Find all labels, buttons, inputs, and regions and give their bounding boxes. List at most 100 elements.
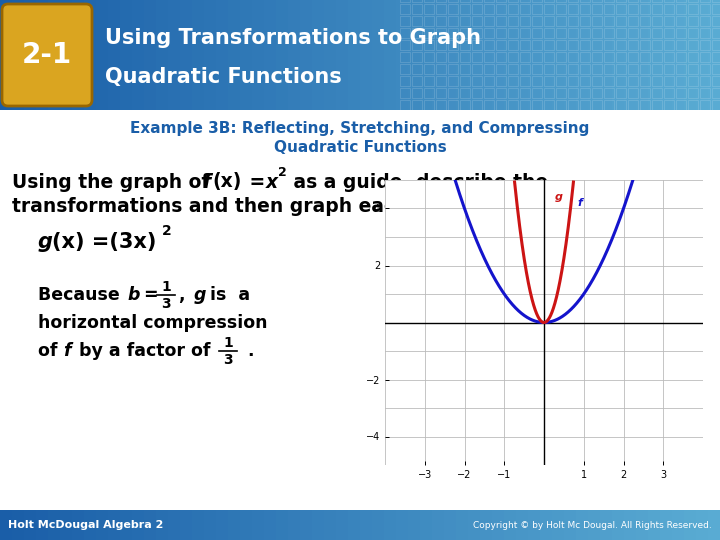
Bar [516, 0, 529, 110]
Bar [544, 28, 554, 38]
Bar [412, 64, 422, 74]
Bar [576, 0, 589, 110]
Bar [664, 0, 674, 2]
Bar [652, 88, 662, 98]
Bar [472, 16, 482, 26]
Bar [604, 4, 614, 14]
Bar [492, 0, 505, 110]
Bar [616, 28, 626, 38]
Bar [664, 88, 674, 98]
Bar [592, 64, 602, 74]
Bar [520, 40, 530, 50]
Bar [652, 64, 662, 74]
Bar [616, 64, 626, 74]
Text: (x) =(3x): (x) =(3x) [52, 232, 156, 252]
Bar [312, 0, 325, 110]
Bar [180, 510, 193, 540]
Bar [696, 510, 709, 540]
Bar [544, 4, 554, 14]
Bar [708, 510, 720, 540]
Bar [484, 4, 494, 14]
Bar [624, 510, 637, 540]
Bar [580, 28, 590, 38]
Bar [60, 0, 73, 110]
Bar [204, 0, 217, 110]
Bar [144, 0, 157, 110]
Text: Quadratic Functions: Quadratic Functions [274, 140, 446, 156]
Bar [460, 0, 470, 2]
Bar [400, 40, 410, 50]
Bar [520, 76, 530, 86]
Bar [636, 0, 649, 110]
Bar [688, 4, 698, 14]
Bar [496, 76, 506, 86]
Bar [520, 4, 530, 14]
Bar [612, 0, 625, 110]
Bar [508, 16, 518, 26]
Text: =: = [138, 286, 165, 304]
Bar [132, 510, 145, 540]
Bar [460, 100, 470, 110]
Bar [444, 0, 457, 110]
Bar [628, 16, 638, 26]
Bar [604, 16, 614, 26]
Bar [616, 52, 626, 62]
Bar [412, 0, 422, 2]
Bar [616, 76, 626, 86]
Bar [400, 64, 410, 74]
Bar [436, 4, 446, 14]
Bar [676, 88, 686, 98]
Bar [568, 4, 578, 14]
Bar [424, 52, 434, 62]
Bar [360, 510, 373, 540]
Bar [568, 16, 578, 26]
Bar [592, 28, 602, 38]
Bar [652, 4, 662, 14]
Bar [252, 0, 265, 110]
Bar [592, 100, 602, 110]
Bar [460, 88, 470, 98]
Bar [36, 0, 49, 110]
Bar [520, 28, 530, 38]
Bar [424, 4, 434, 14]
Bar [108, 0, 121, 110]
Bar [60, 510, 73, 540]
Bar [568, 88, 578, 98]
Bar [676, 4, 686, 14]
Bar [532, 28, 542, 38]
Text: Holt McDougal Algebra 2: Holt McDougal Algebra 2 [8, 520, 163, 530]
Bar [544, 52, 554, 62]
Bar [288, 510, 301, 540]
Bar [412, 76, 422, 86]
Bar [516, 510, 529, 540]
Bar [640, 88, 650, 98]
Bar [436, 16, 446, 26]
Bar [348, 0, 361, 110]
Bar [456, 510, 469, 540]
Bar [448, 52, 458, 62]
Bar [688, 28, 698, 38]
Bar [640, 100, 650, 110]
Bar [324, 510, 337, 540]
Bar [108, 510, 121, 540]
Bar [688, 0, 698, 2]
Bar [132, 0, 145, 110]
Bar [664, 64, 674, 74]
Text: (x): (x) [212, 172, 241, 192]
Bar [48, 0, 61, 110]
Bar [424, 16, 434, 26]
Bar [688, 40, 698, 50]
Bar [588, 0, 601, 110]
Bar [676, 16, 686, 26]
Bar [532, 100, 542, 110]
Bar [424, 76, 434, 86]
Bar [412, 40, 422, 50]
Bar [400, 4, 410, 14]
FancyBboxPatch shape [2, 4, 92, 106]
Bar [384, 0, 397, 110]
Bar [448, 40, 458, 50]
Bar [624, 0, 637, 110]
Bar [408, 510, 421, 540]
Bar [532, 0, 542, 2]
Bar [472, 52, 482, 62]
